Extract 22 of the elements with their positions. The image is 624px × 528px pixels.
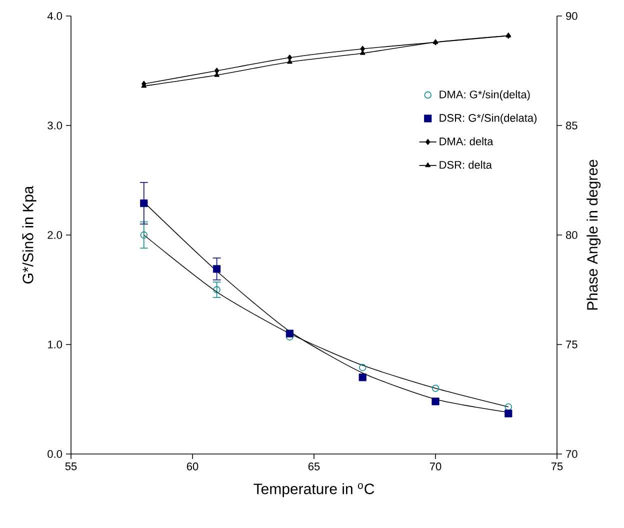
y2-tick-label: 70 bbox=[566, 450, 578, 458]
y2-tick-label: 90 bbox=[566, 12, 578, 20]
y2-tick-label: 75 bbox=[566, 340, 578, 348]
x-tick-label: 75 bbox=[551, 462, 563, 470]
y2-tick-label: 85 bbox=[566, 122, 578, 130]
y-tick-label: 2.0 bbox=[48, 231, 62, 239]
y-tick-label: 4.0 bbox=[47, 12, 62, 20]
legend-label: DSR: G*/Sin(delata) bbox=[440, 114, 537, 124]
legend-label: DSR: delta bbox=[440, 160, 492, 169]
y-tick-label: 1.0 bbox=[48, 340, 62, 348]
legend-label: DMA: G*/sin(delta) bbox=[440, 90, 530, 101]
y-tick-label: 0.0 bbox=[48, 450, 62, 458]
y2-axis-title: Phase Angle in degree bbox=[586, 160, 601, 310]
x-tick-label: 60 bbox=[186, 462, 198, 470]
x-tick-label: 55 bbox=[65, 462, 77, 470]
x-axis-title: Temperature in $^{o}$C bbox=[254, 483, 374, 498]
legend-label: DMA: delta bbox=[440, 137, 494, 146]
y-axis-title: G*/Sinδ in Kpa bbox=[22, 186, 36, 284]
y2-tick-label: 80 bbox=[566, 231, 578, 239]
x-tick-label: 70 bbox=[430, 462, 442, 470]
x-tick-label: 65 bbox=[308, 462, 320, 470]
y-tick-label: 3.0 bbox=[48, 122, 62, 130]
